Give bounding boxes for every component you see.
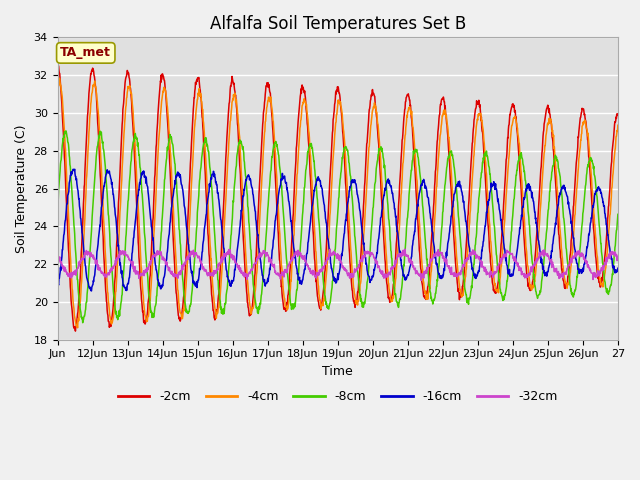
-4cm [54,83,61,88]
-2cm [323,226,331,231]
-4cm [56,75,63,81]
-8cm [313,194,321,200]
-32cm [54,252,61,258]
Legend: -2cm, -4cm, -8cm, -16cm, -32cm: -2cm, -4cm, -8cm, -16cm, -32cm [113,385,563,408]
-4cm [553,175,561,180]
-8cm [324,305,332,311]
-16cm [313,176,321,181]
-32cm [614,254,621,260]
-32cm [553,265,561,271]
-4cm [607,194,615,200]
-8cm [614,212,621,217]
-16cm [324,236,332,242]
-8cm [62,128,70,134]
Line: -32cm: -32cm [58,249,618,280]
-16cm [614,265,621,271]
-2cm [54,62,61,68]
-8cm [54,207,61,213]
-8cm [607,281,615,287]
-32cm [326,246,334,252]
Title: Alfalfa Soil Temperatures Set B: Alfalfa Soil Temperatures Set B [209,15,466,33]
-2cm [141,320,149,325]
-8cm [553,155,561,160]
-4cm [313,270,321,276]
-4cm [74,325,81,331]
-2cm [72,328,79,334]
-2cm [614,112,621,118]
-4cm [470,145,478,151]
-16cm [88,288,95,294]
-8cm [79,320,86,325]
-16cm [142,180,150,186]
Line: -2cm: -2cm [58,65,618,331]
-2cm [470,117,478,123]
-8cm [470,254,478,260]
-4cm [324,251,332,257]
-2cm [313,284,321,290]
-4cm [614,122,621,128]
Y-axis label: Soil Temperature (C): Soil Temperature (C) [15,124,28,253]
-16cm [69,167,77,172]
-32cm [141,268,149,274]
Line: -16cm: -16cm [58,169,618,291]
-16cm [54,283,61,289]
-32cm [323,258,331,264]
-2cm [552,189,560,194]
Line: -4cm: -4cm [58,78,618,328]
-8cm [142,252,150,257]
-16cm [553,214,561,220]
X-axis label: Time: Time [323,365,353,378]
-16cm [607,256,615,262]
-32cm [607,251,615,256]
-32cm [470,249,478,254]
Text: TA_met: TA_met [60,47,111,60]
-4cm [142,316,150,322]
Line: -8cm: -8cm [58,131,618,323]
-32cm [312,275,320,281]
-16cm [470,272,478,278]
-32cm [417,277,425,283]
-2cm [607,165,615,171]
